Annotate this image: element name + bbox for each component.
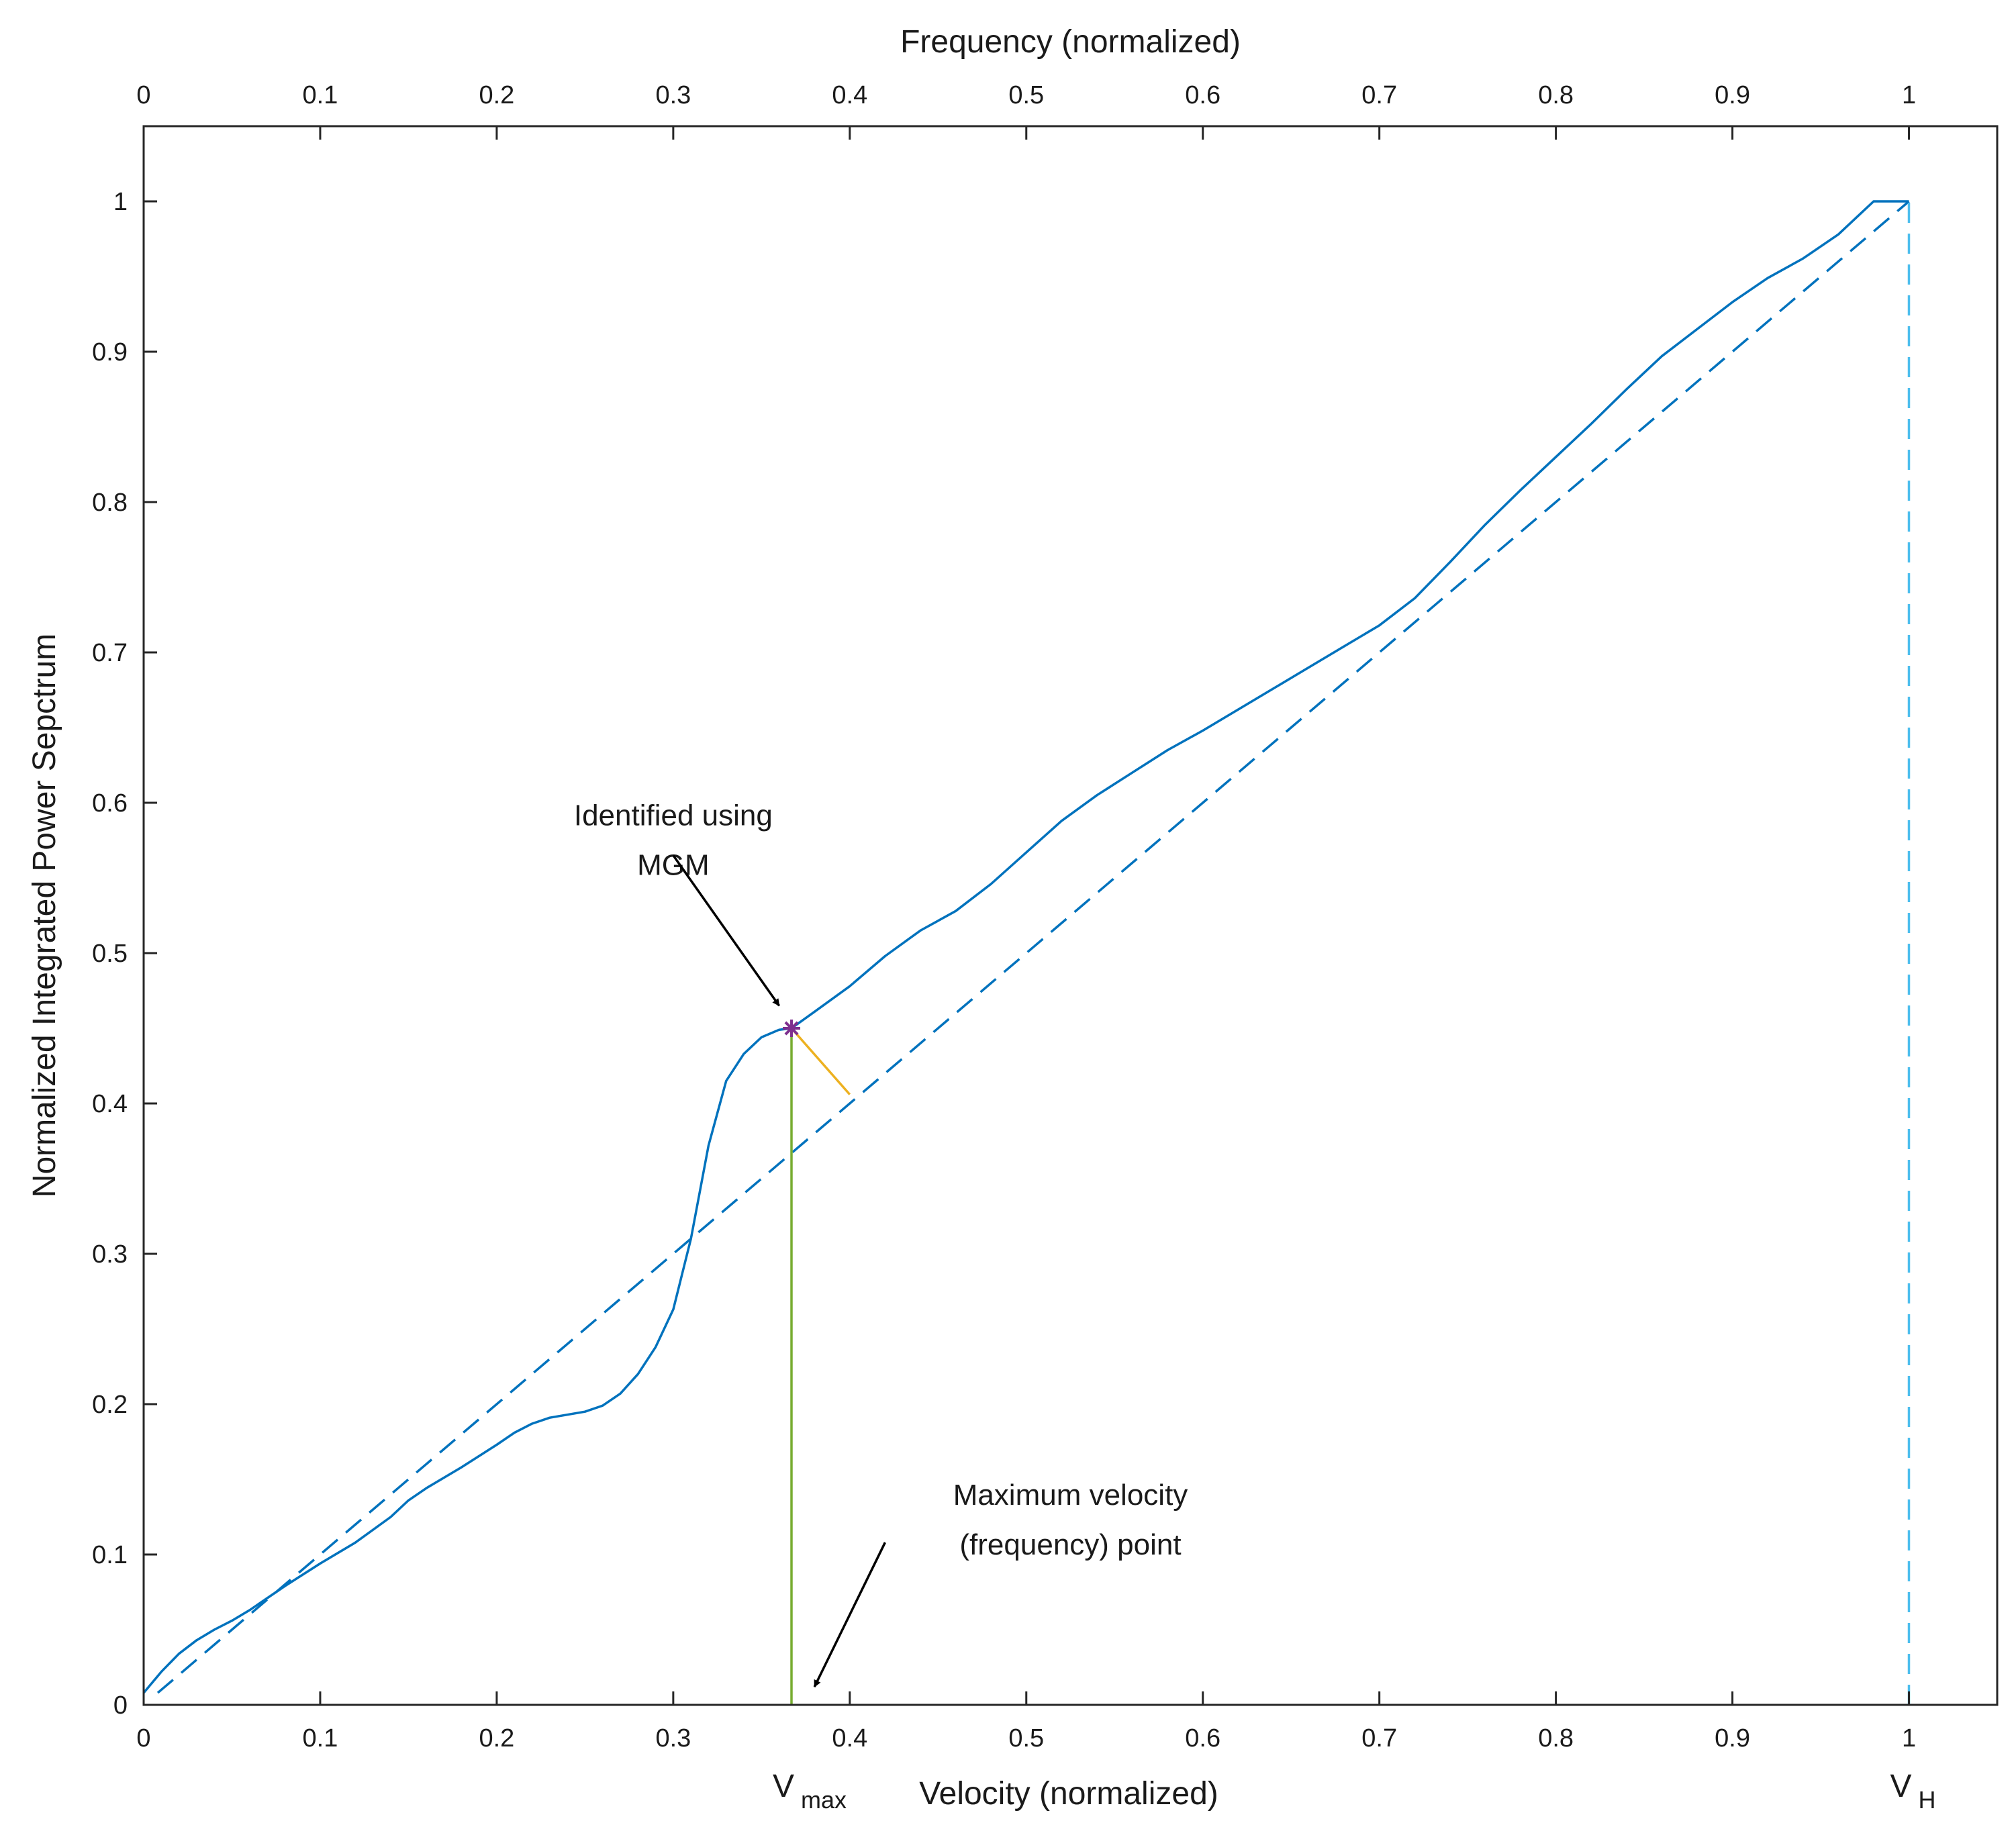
v-label-1: V (773, 1769, 794, 1804)
series-line-5 (790, 1027, 851, 1095)
x-axis-title: Velocity (normalized) (919, 1776, 1218, 1812)
y-tick-label: 0.2 (92, 1391, 128, 1419)
y-tick-label: 0.4 (92, 1090, 128, 1118)
x-tick-label: 0.6 (1185, 1724, 1220, 1753)
x2-tick-label: 0.8 (1538, 81, 1574, 109)
x2-tick-label: 0.3 (655, 81, 691, 109)
annotation-text-2: Maximum velocity (953, 1479, 1188, 1512)
x2-tick-label: 0.7 (1361, 81, 1397, 109)
annotation-text-2: (frequency) point (959, 1528, 1181, 1561)
y-tick-label: 0 (113, 1691, 128, 1720)
x2-tick-label: 0.4 (832, 81, 867, 109)
y-tick-label: 1 (113, 188, 128, 216)
x2-tick-label: 0.5 (1008, 81, 1044, 109)
x-tick-label: 0 (136, 1724, 150, 1753)
y-tick-label: 0.5 (92, 940, 128, 968)
x-tick-label: 0.4 (832, 1724, 867, 1753)
data-point-marker (783, 1020, 801, 1037)
x2-tick-label: 0 (136, 81, 150, 109)
y-tick-label: 0.1 (92, 1541, 128, 1569)
annotation-text-1: MGM (637, 849, 710, 882)
plot-frame (142, 125, 1999, 1706)
x2-tick-label: 0.1 (303, 81, 338, 109)
marker-stroke (784, 1021, 799, 1036)
annotation-arrow-1 (672, 854, 781, 1007)
x-tick-label: 0.3 (655, 1724, 691, 1753)
x-tick-label: 1 (1902, 1724, 1916, 1753)
v-label-subscript-2: H (1919, 1786, 1936, 1814)
v-label-2: V (1890, 1769, 1912, 1804)
y-tick-label: 0.7 (92, 639, 128, 667)
x-tick-label: 0.9 (1715, 1724, 1750, 1753)
x2-tick-label: 0.6 (1185, 81, 1220, 109)
x2-tick-label: 1 (1902, 81, 1916, 109)
y-tick-label: 0.8 (92, 489, 128, 517)
series-line-2 (156, 200, 1910, 1694)
x-tick-label: 0.5 (1008, 1724, 1044, 1753)
x-tick-label: 0.7 (1361, 1724, 1397, 1753)
series-line-1 (142, 200, 1909, 1694)
x2-tick-label: 0.9 (1715, 81, 1750, 109)
v-label-subscript-1: max (801, 1786, 847, 1814)
annotation-arrow-2 (813, 1542, 886, 1688)
top-axis-title: Frequency (normalized) (900, 24, 1241, 60)
x-tick-label: 0.8 (1538, 1724, 1574, 1753)
y-tick-label: 0.6 (92, 789, 128, 818)
annotation-layer: Identified using MGM Maximum velocity (freq… (574, 799, 1936, 1814)
y-axis-title: Normalized Integrated Power Sepctrum (27, 634, 62, 1197)
x2-tick-label: 0.2 (479, 81, 514, 109)
x-tick-label: 0.2 (479, 1724, 514, 1753)
y-tick-label: 0.3 (92, 1240, 128, 1269)
x-tick-label: 0.1 (303, 1724, 338, 1753)
series-layer (142, 200, 1911, 1705)
annotation-text-1: Identified using (574, 799, 773, 832)
y-tick-label: 0.9 (92, 338, 128, 366)
axes-layer: 000.10.10.20.20.30.30.40.40.50.50.60.60.… (92, 81, 1999, 1753)
